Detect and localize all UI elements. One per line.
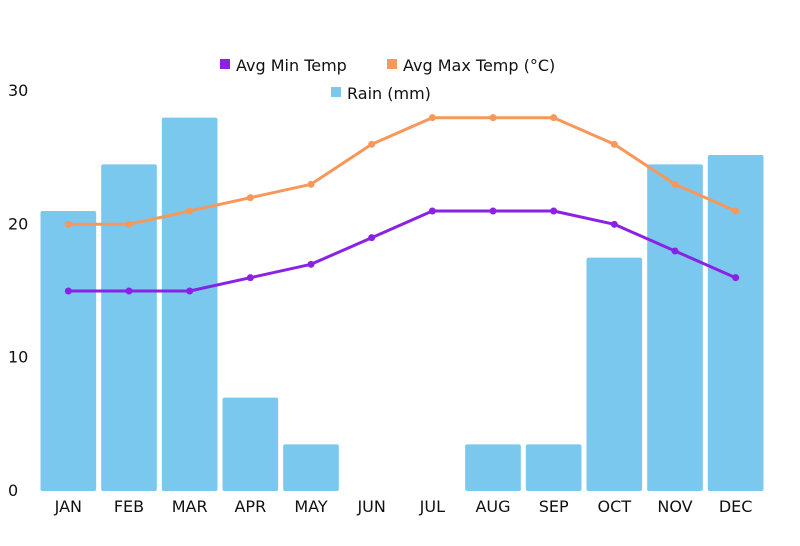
point-avg-max-temp-c-jun[interactable] [368, 140, 376, 148]
point-avg-max-temp-c-aug[interactable] [489, 114, 497, 122]
rain-bar-aug[interactable] [465, 444, 521, 491]
x-tick-label-mar: MAR [172, 497, 208, 516]
y-axis: 0 10 20 30 [8, 81, 28, 500]
x-axis: JAN FEB MAR APR MAY JUN JUL AUG SEP OCT NOV DEC [54, 497, 753, 516]
rain-bar-oct[interactable] [586, 257, 643, 491]
point-avg-max-temp-c-feb[interactable] [125, 220, 133, 228]
point-avg-max-temp-c-dec[interactable] [732, 207, 740, 215]
x-tick-label-jun: JUN [356, 497, 385, 516]
x-tick-label-apr: APR [234, 497, 266, 516]
point-avg-min-temp-may[interactable] [307, 260, 315, 268]
rain-bar-mar[interactable] [161, 117, 218, 492]
point-avg-max-temp-c-oct[interactable] [610, 140, 618, 148]
point-avg-min-temp-aug[interactable] [489, 207, 497, 215]
x-tick-label-sep: SEP [539, 497, 569, 516]
legend-label-rain: Rain (mm) [347, 84, 431, 103]
point-avg-min-temp-mar[interactable] [186, 287, 194, 295]
x-tick-label-jan: JAN [54, 497, 82, 516]
point-avg-min-temp-nov[interactable] [671, 247, 679, 255]
series-line-avg-max-temp-c [66, 116, 738, 226]
rain-bar-feb[interactable] [101, 164, 157, 492]
point-avg-min-temp-jan[interactable] [64, 287, 72, 295]
point-avg-max-temp-c-jan[interactable] [64, 220, 72, 228]
point-avg-min-temp-apr[interactable] [246, 274, 254, 282]
rain-bars [40, 117, 764, 492]
legend-item-avg-min-temp[interactable]: Avg Min Temp [220, 56, 347, 75]
point-avg-min-temp-sep[interactable] [550, 207, 558, 215]
legend-label-avg-min-temp: Avg Min Temp [236, 56, 347, 75]
point-avg-max-temp-c-may[interactable] [307, 180, 315, 188]
point-avg-min-temp-oct[interactable] [610, 220, 618, 228]
x-tick-label-jul: JUL [419, 497, 445, 516]
point-avg-max-temp-c-jul[interactable] [428, 114, 436, 122]
y-tick-label-20: 20 [8, 214, 28, 233]
point-avg-max-temp-c-mar[interactable] [186, 207, 194, 215]
legend-swatch-rain [331, 87, 341, 97]
x-tick-label-aug: AUG [475, 497, 510, 516]
legend-label-avg-max-temp: Avg Max Temp (°C) [403, 56, 555, 75]
point-avg-max-temp-c-sep[interactable] [550, 114, 558, 122]
y-tick-label-10: 10 [8, 348, 28, 367]
series-line-avg-min-temp [66, 209, 738, 293]
legend-item-avg-max-temp[interactable]: Avg Max Temp (°C) [387, 56, 555, 75]
rain-bar-sep[interactable] [525, 444, 582, 491]
point-avg-max-temp-c-apr[interactable] [246, 194, 254, 202]
rain-bar-nov[interactable] [647, 164, 703, 492]
rain-bar-jan[interactable] [40, 211, 97, 491]
point-avg-min-temp-dec[interactable] [732, 274, 740, 282]
point-avg-min-temp-jun[interactable] [368, 234, 376, 242]
x-tick-label-oct: OCT [598, 497, 632, 516]
legend-swatch-avg-max-temp [387, 59, 397, 69]
y-tick-label-30: 30 [8, 81, 28, 100]
point-avg-min-temp-feb[interactable] [125, 287, 133, 295]
x-tick-label-feb: FEB [114, 497, 144, 516]
y-tick-label-0: 0 [8, 481, 18, 500]
point-avg-max-temp-c-nov[interactable] [671, 180, 679, 188]
legend-item-rain[interactable]: Rain (mm) [331, 84, 431, 103]
rain-bar-may[interactable] [283, 444, 339, 491]
rain-bar-dec[interactable] [707, 155, 764, 491]
x-tick-label-dec: DEC [719, 497, 753, 516]
chart-legend: Avg Min Temp Avg Max Temp (°C) Rain (mm) [220, 56, 555, 103]
temperature-lines [64, 114, 740, 295]
x-tick-label-may: MAY [294, 497, 328, 516]
point-avg-min-temp-jul[interactable] [428, 207, 436, 215]
rain-bar-apr[interactable] [222, 397, 279, 491]
x-tick-label-nov: NOV [657, 497, 692, 516]
legend-swatch-avg-min-temp [220, 59, 230, 69]
